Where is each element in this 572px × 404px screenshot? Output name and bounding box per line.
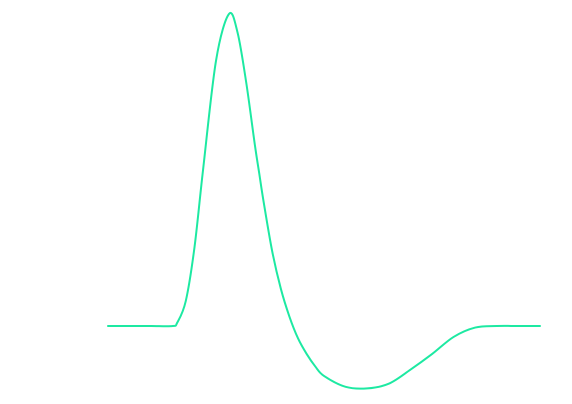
series-layer — [107, 11, 541, 390]
series-line-0 — [107, 11, 541, 390]
